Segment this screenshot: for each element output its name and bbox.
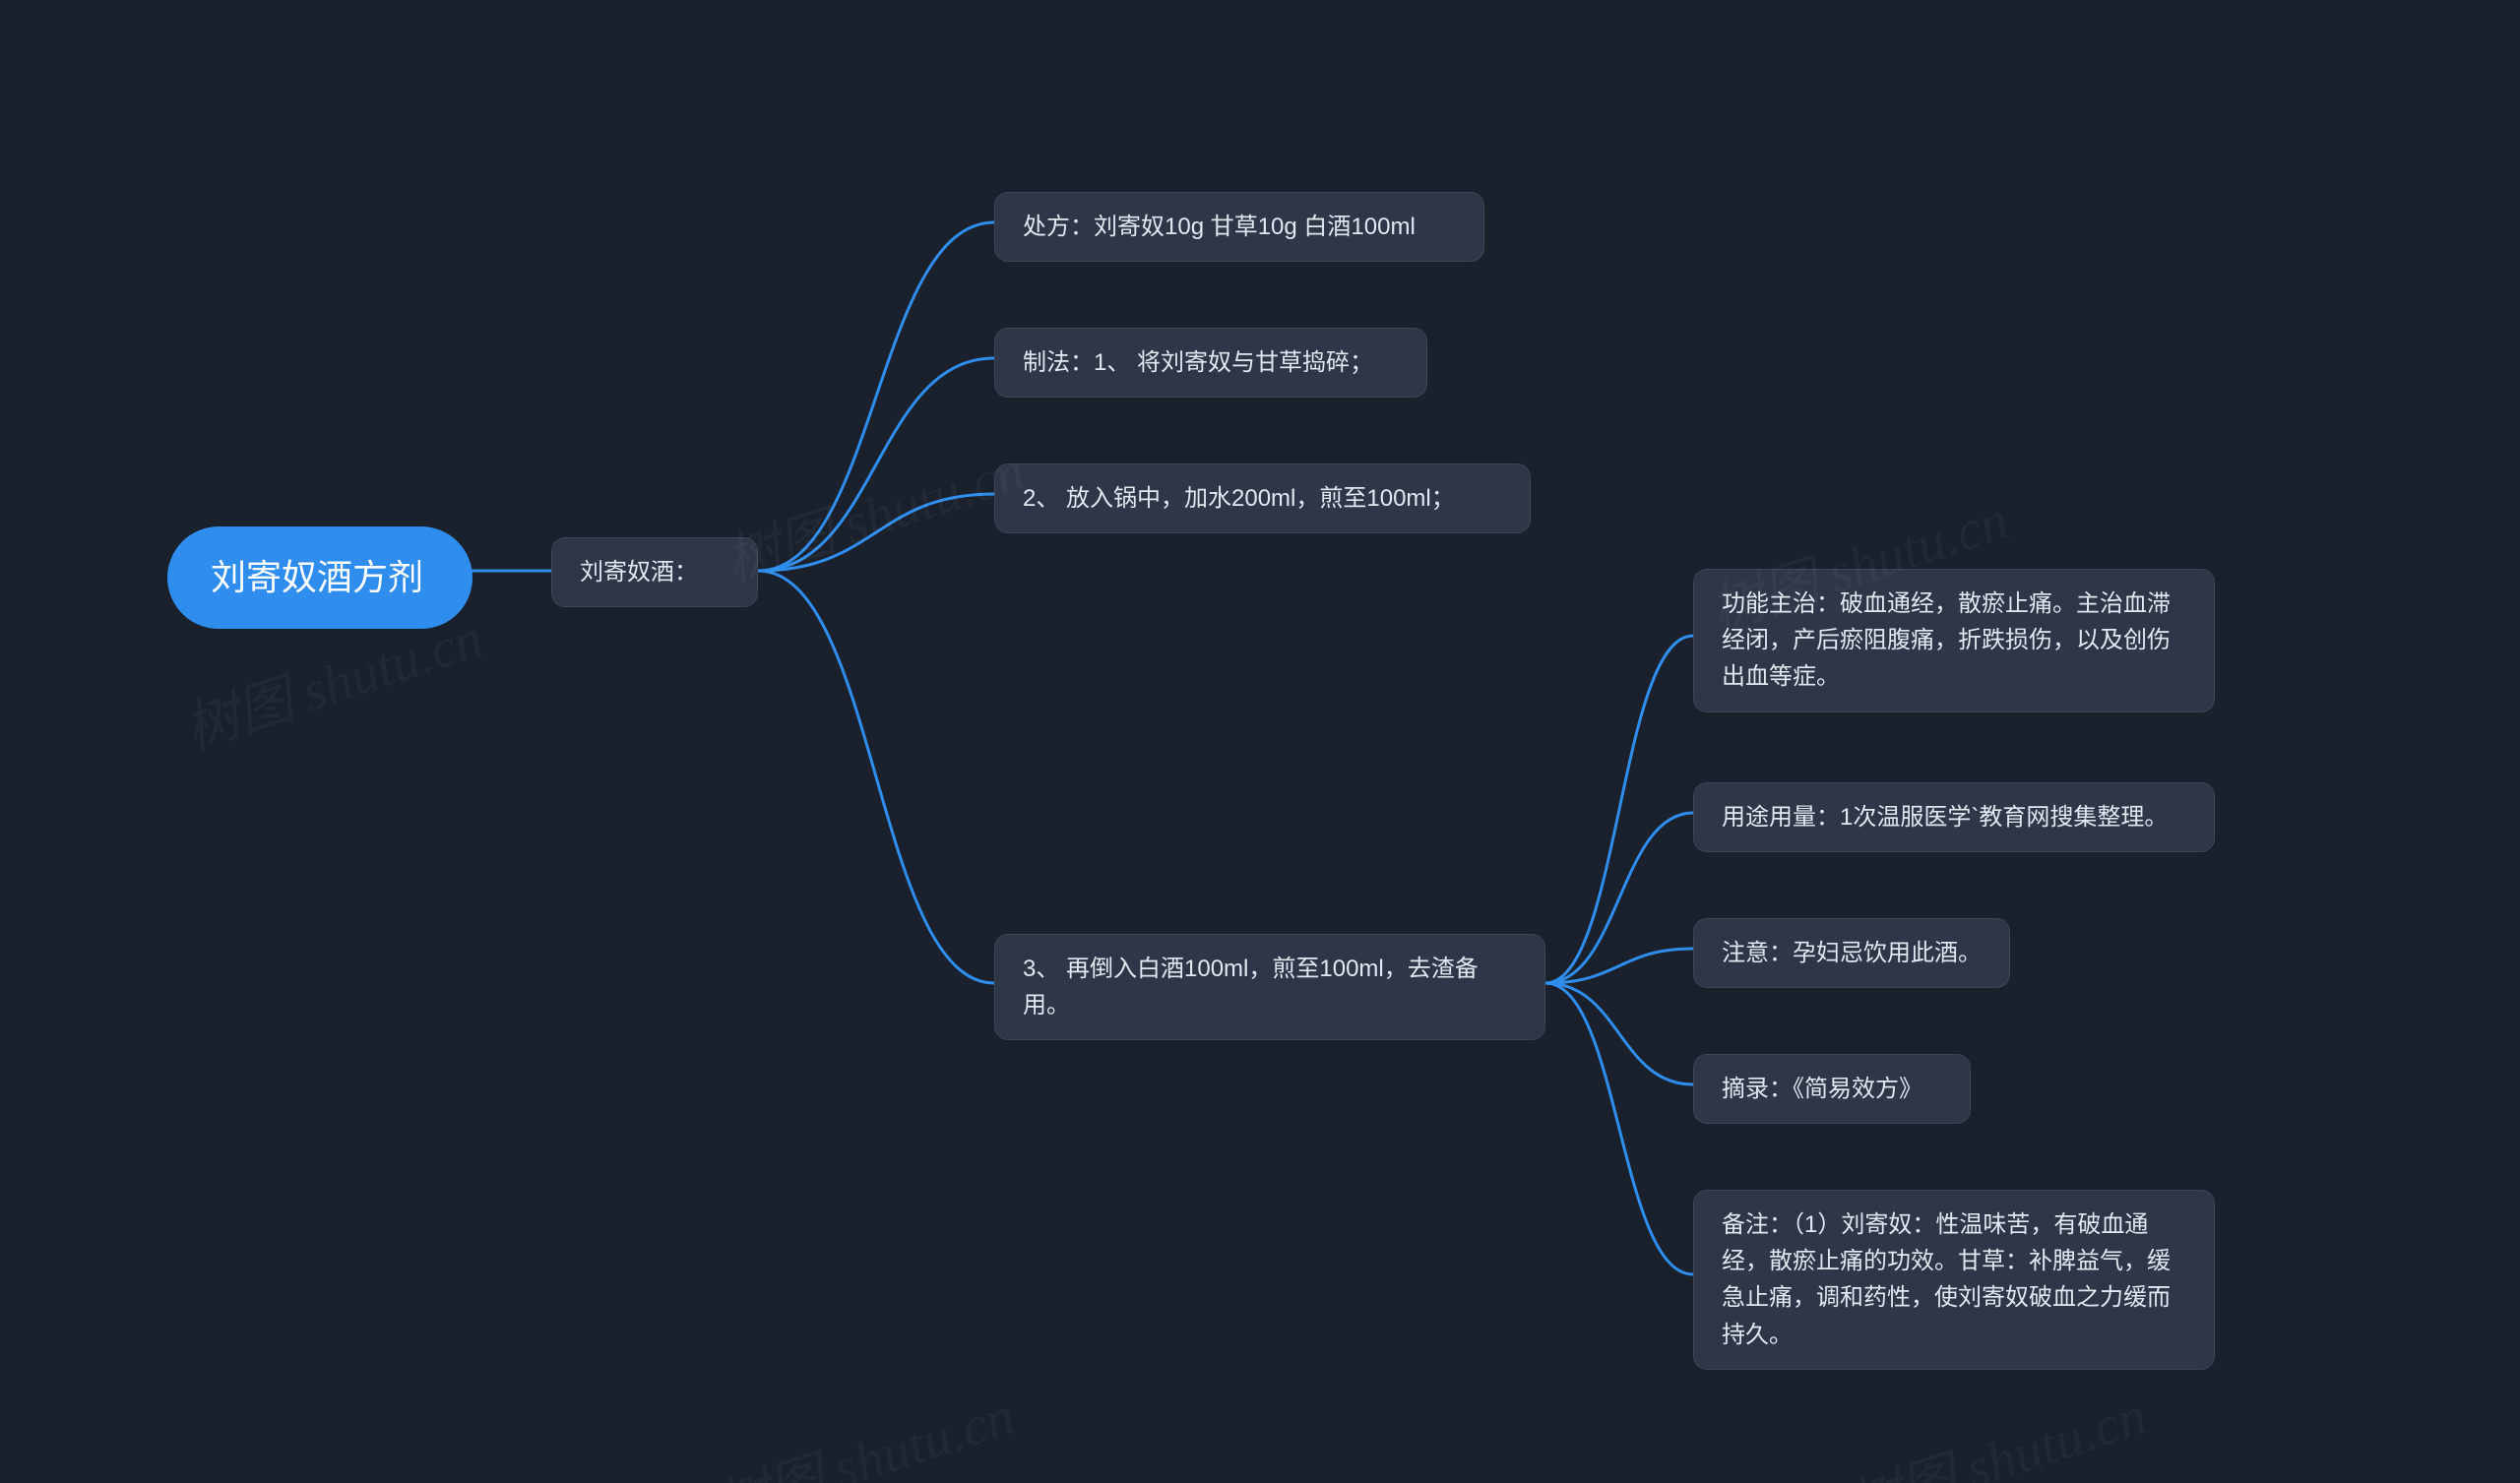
root-label: 刘寄奴酒方剂 bbox=[211, 550, 423, 605]
leaf-node-prescription[interactable]: 处方：刘寄奴10g 甘草10g 白酒100ml bbox=[994, 192, 1484, 262]
watermark-text: 树图 shutu.cn bbox=[714, 426, 1033, 597]
node-label: 功能主治：破血通经，散瘀止痛。主治血滞经闭，产后瘀阻腹痛，折跌损伤，以及创伤出血… bbox=[1722, 586, 2186, 696]
leaf-node-indications[interactable]: 功能主治：破血通经，散瘀止痛。主治血滞经闭，产后瘀阻腹痛，折跌损伤，以及创伤出血… bbox=[1693, 569, 2215, 712]
leaf-node-method-1[interactable]: 制法：1、 将刘寄奴与甘草捣碎； bbox=[994, 328, 1427, 398]
watermark-text: 树图 shutu.cn bbox=[1836, 1371, 2155, 1483]
leaf-node-dosage[interactable]: 用途用量：1次温服医学`教育网搜集整理。 bbox=[1693, 782, 2215, 852]
leaf-node-method-2[interactable]: 2、 放入锅中，加水200ml，煎至100ml； bbox=[994, 463, 1531, 533]
root-node[interactable]: 刘寄奴酒方剂 bbox=[167, 526, 472, 629]
leaf-node-remark[interactable]: 备注：（1）刘寄奴：性温味苦，有破血通经，散瘀止痛的功效。甘草：补脾益气，缓急止… bbox=[1693, 1190, 2215, 1370]
node-label: 用途用量：1次温服医学`教育网搜集整理。 bbox=[1722, 799, 2168, 835]
watermark-text: 树图 shutu.cn bbox=[704, 1371, 1023, 1483]
node-label: 3、 再倒入白酒100ml，煎至100ml，去渣备用。 bbox=[1023, 951, 1517, 1023]
connector-edge bbox=[1545, 636, 1693, 983]
connector-edge bbox=[758, 494, 994, 571]
connector-edge bbox=[1545, 949, 1693, 983]
connector-edge bbox=[1545, 983, 1693, 1084]
connector-edge bbox=[758, 222, 994, 571]
connector-edge bbox=[1545, 983, 1693, 1274]
mindmap-canvas: 刘寄奴酒方剂 刘寄奴酒： 处方：刘寄奴10g 甘草10g 白酒100ml 制法：… bbox=[0, 0, 2520, 1483]
leaf-node-caution[interactable]: 注意：孕妇忌饮用此酒。 bbox=[1693, 918, 2010, 988]
branch-node-liujinu-wine[interactable]: 刘寄奴酒： bbox=[551, 537, 758, 607]
node-label: 摘录：《简易效方》 bbox=[1722, 1071, 1922, 1107]
branch-node-method-3[interactable]: 3、 再倒入白酒100ml，煎至100ml，去渣备用。 bbox=[994, 934, 1545, 1040]
leaf-node-source[interactable]: 摘录：《简易效方》 bbox=[1693, 1054, 1971, 1124]
connector-edge bbox=[758, 571, 994, 983]
node-label: 备注：（1）刘寄奴：性温味苦，有破血通经，散瘀止痛的功效。甘草：补脾益气，缓急止… bbox=[1722, 1206, 2186, 1353]
node-label: 注意：孕妇忌饮用此酒。 bbox=[1722, 935, 1982, 971]
connector-edge bbox=[758, 358, 994, 571]
connector-edge bbox=[1545, 813, 1693, 983]
node-label: 处方：刘寄奴10g 甘草10g 白酒100ml bbox=[1023, 209, 1416, 245]
node-label: 2、 放入锅中，加水200ml，煎至100ml； bbox=[1023, 480, 1455, 517]
node-label: 制法：1、 将刘寄奴与甘草捣碎； bbox=[1023, 344, 1373, 381]
node-label: 刘寄奴酒： bbox=[580, 554, 698, 590]
